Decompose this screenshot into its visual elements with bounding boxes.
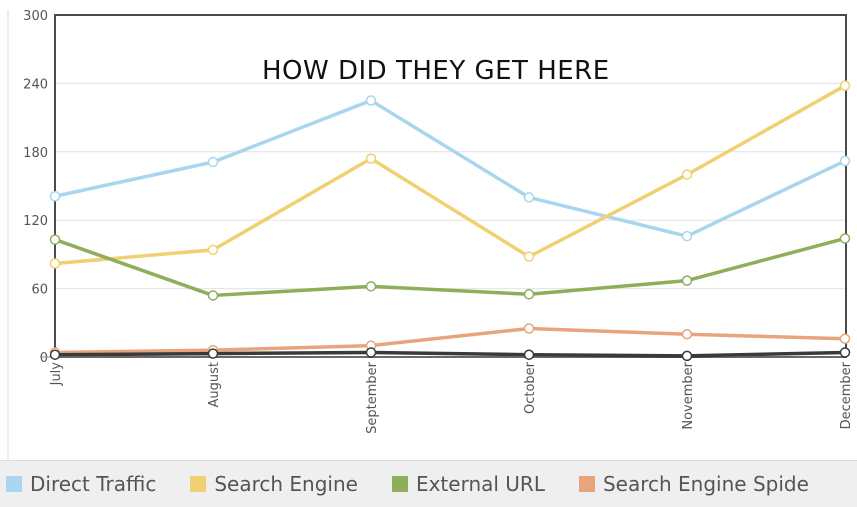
series-line	[54, 350, 846, 358]
x-tick-label: December	[839, 361, 854, 429]
series-line	[54, 84, 846, 266]
x-tick-label: October	[523, 361, 538, 414]
legend-label: External URL	[415, 472, 545, 496]
legend-label: Search Engine Spide	[602, 472, 809, 496]
data-point	[523, 251, 535, 262]
legend-label: Direct Traffic	[30, 472, 157, 496]
data-point	[523, 349, 535, 360]
data-point	[365, 95, 377, 106]
x-tick-label: July	[49, 362, 64, 387]
series-line	[54, 326, 846, 355]
legend-item: Search Engine Spide	[578, 472, 809, 496]
legend-item: Search Engine	[190, 472, 358, 496]
data-point	[523, 192, 535, 203]
chart-title: HOW DID THEY GET HERE	[262, 56, 610, 86]
data-point	[365, 347, 377, 358]
x-tick-label: November	[681, 361, 696, 429]
legend-swatch	[578, 476, 595, 492]
data-point	[207, 244, 219, 256]
data-point	[839, 155, 851, 167]
data-point	[839, 347, 851, 358]
data-point	[49, 234, 61, 245]
data-point	[839, 80, 851, 91]
legend-item: Direct Traffic	[6, 472, 156, 496]
data-point	[523, 289, 535, 300]
data-point	[365, 153, 377, 164]
data-point	[681, 275, 693, 286]
y-tick-label: 120	[23, 214, 48, 229]
data-point	[207, 290, 219, 301]
data-point	[365, 281, 377, 292]
series-line	[54, 98, 846, 238]
legend-swatch	[190, 476, 207, 492]
y-tick-label: 60	[31, 283, 48, 298]
data-point	[49, 258, 61, 269]
y-tick-label: 0	[40, 351, 48, 366]
y-tick-label: 240	[23, 77, 48, 92]
x-tick-label: September	[365, 361, 380, 434]
y-tick-label: 180	[23, 146, 48, 161]
x-tick-label: August	[207, 362, 222, 408]
legend-label: Search Engine	[214, 472, 358, 496]
data-point	[681, 328, 693, 340]
data-point	[49, 349, 61, 360]
data-point	[839, 333, 851, 345]
data-point	[681, 169, 693, 180]
series-line	[54, 236, 846, 298]
data-point	[207, 348, 219, 359]
data-point	[681, 230, 693, 242]
data-point	[523, 323, 535, 334]
legend-swatch	[391, 476, 408, 492]
chart-legend: Direct Traffic Search Engine External URL S…	[0, 460, 857, 507]
y-tick-label: 300	[23, 9, 48, 24]
data-point	[49, 191, 61, 202]
legend-swatch	[6, 476, 22, 492]
data-point	[207, 156, 219, 168]
data-point	[839, 233, 851, 244]
data-point	[681, 350, 693, 362]
legend-item: External URL	[391, 472, 545, 496]
